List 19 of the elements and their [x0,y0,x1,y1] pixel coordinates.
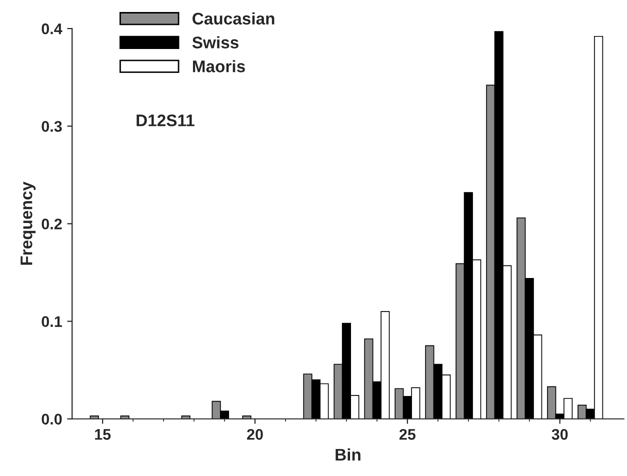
x-tick-label: 25 [399,429,416,440]
bar [90,416,99,419]
bar [242,416,252,419]
bar [181,416,190,419]
bar [120,416,130,419]
annotation: D12S11 [136,114,194,126]
x-tick-label: 20 [247,429,263,440]
x-tick-label: 30 [552,429,568,440]
y-tick-label: 0.2 [42,218,62,230]
y-axis-title: Frequency [20,182,36,265]
legend-label: Swiss [192,36,238,48]
x-axis-title: Bin [336,448,360,460]
legend-label: Caucasian [192,12,274,25]
y-tick-label: 0.1 [42,316,62,327]
y-tick-label: 0.0 [42,414,62,425]
y-tick-label: 0.4 [42,23,62,34]
x-tick-label: 15 [95,429,111,440]
y-tick-label: 0.3 [42,121,62,132]
legend-label: Maoris [192,60,245,72]
